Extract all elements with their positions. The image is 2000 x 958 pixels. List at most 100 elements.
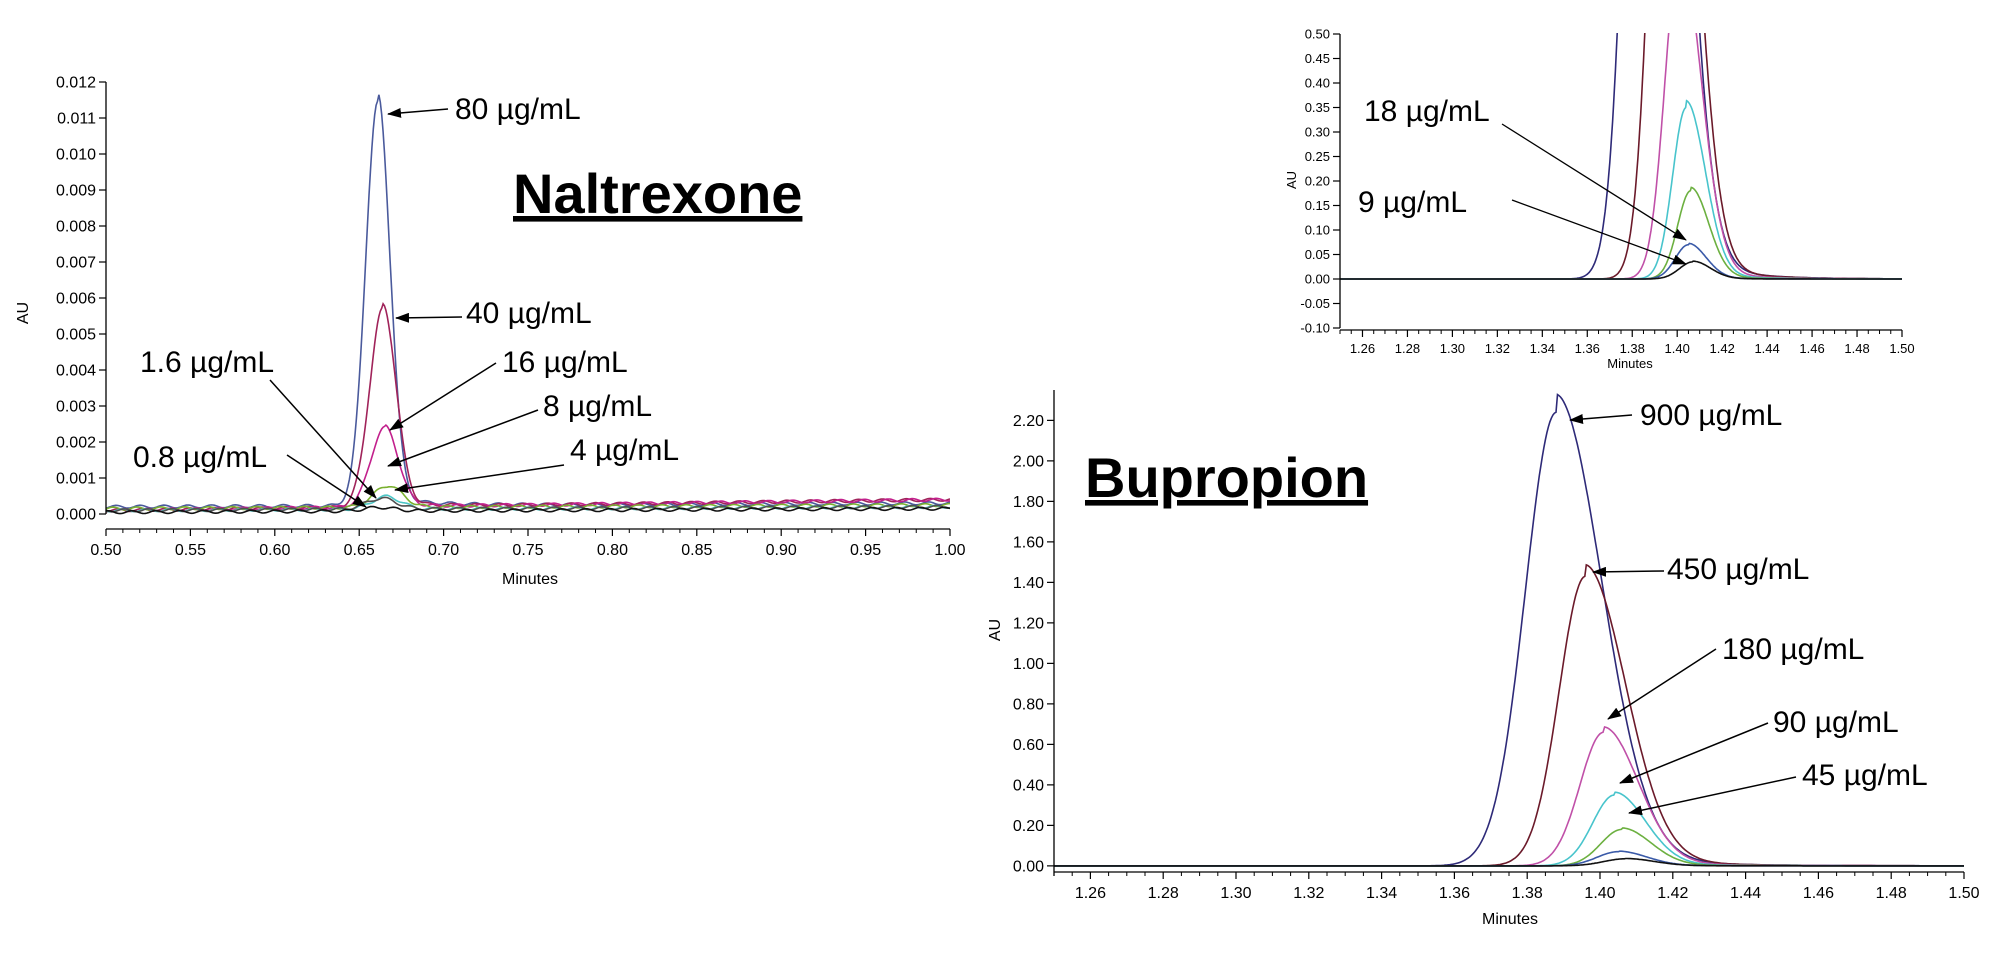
naltrexone-y-tick-label: 0.012 (56, 75, 96, 92)
bupropion-series-45-g-ml (1054, 827, 1964, 867)
naltrexone-series-16-g-ml (106, 424, 950, 513)
bupropion-y-tick-label: 0.20 (1013, 818, 1044, 835)
naltrexone-series-40-g-ml (106, 301, 950, 513)
bupropion-axes: 1.26 1.28 1.30 1.32 1.34 1.36 1.38 1.40 1.42 1.44… (1013, 390, 1980, 902)
annotation-80: 80 µg/mL (455, 93, 581, 126)
naltrexone-y-tick-label: 0.006 (56, 291, 96, 308)
annotation-180-arrow (1607, 648, 1717, 720)
zoom-x-tick-label: 1.46 (1799, 341, 1824, 356)
bupropion-x-tick-label: 1.46 (1803, 885, 1834, 902)
naltrexone-x-tick-label: 0.80 (597, 542, 628, 559)
naltrexone-x-tick-label: 0.55 (175, 542, 206, 559)
naltrexone-x-tick-label: 0.85 (681, 542, 712, 559)
zoom-y-tick-label: 0.40 (1305, 76, 1330, 91)
bupropion-y-tick-label: 1.80 (1013, 494, 1044, 511)
annotation-8-arrow (387, 409, 539, 467)
bupropion-x-tick-label: 1.26 (1075, 885, 1106, 902)
naltrexone-x-tick-label: 0.65 (344, 542, 375, 559)
annotation-45: 45 µg/mL (1802, 759, 1928, 792)
bupropion-y-tick-label: 0.80 (1013, 696, 1044, 713)
zoom-x-tick-label: 1.34 (1530, 341, 1555, 356)
zoom-y-tick-label: 0.00 (1305, 272, 1330, 287)
naltrexone-y-tick-label: 0.004 (56, 363, 96, 380)
naltrexone-y-tick-label: 0.010 (56, 147, 96, 164)
annotation-9: 9 µg/mL (1358, 186, 1467, 219)
bupropion-x-tick-label: 1.32 (1293, 885, 1324, 902)
naltrexone-y-tick-label: 0.002 (56, 435, 96, 452)
naltrexone-series-0-8-g-ml (106, 505, 950, 515)
bupropion-series-90-g-ml (1054, 791, 1964, 867)
zoom-axes: 1.26 1.28 1.30 1.32 1.34 1.36 1.38 1.40 1.42 1.44… (1300, 27, 1914, 356)
bupropion-x-tick-label: 1.40 (1584, 885, 1615, 902)
zoom-series-group (1340, 33, 1902, 280)
zoom-y-tick-label: 0.50 (1305, 27, 1330, 42)
naltrexone-x-tick-label: 0.50 (90, 542, 121, 559)
naltrexone-y-axis-title: AU (15, 302, 32, 324)
annotation-4: 4 µg/mL (570, 434, 679, 467)
bupropion-y-tick-label: 1.20 (1013, 615, 1044, 632)
zoom-series-180-g-ml (1340, 33, 1902, 280)
zoom-x-tick-label: 1.40 (1665, 341, 1690, 356)
annotation-9-arrow (1511, 199, 1687, 265)
zoom-x-tick-label: 1.26 (1350, 341, 1375, 356)
zoom-y-tick-label: 0.25 (1305, 149, 1330, 164)
bupropion-series-9-g-ml (1054, 857, 1964, 867)
bupropion-annotations: 900 µg/mL 450 µg/mL 180 µg/mL 90 µg/mL 4… (1569, 399, 1928, 816)
zoom-series-9-g-ml (1340, 260, 1902, 280)
zoom-y-axis-title: AU (1284, 171, 1299, 189)
naltrexone-annotations: 80 µg/mL 40 µg/mL 16 µg/mL 8 µg/mL 4 µg/… (133, 93, 679, 508)
bupropion-series-group (1054, 393, 1964, 867)
naltrexone-x-tick-label: 0.60 (259, 542, 290, 559)
bupropion-series-180-g-ml (1054, 726, 1964, 867)
bupropion-y-tick-label: 2.00 (1013, 453, 1044, 470)
bupropion-series-18-g-ml (1054, 850, 1964, 867)
annotation-900: 900 µg/mL (1640, 399, 1782, 432)
bupropion-title: Bupropion (1085, 446, 1368, 509)
zoom-x-tick-label: 1.30 (1440, 341, 1465, 356)
zoom-y-tick-label: 0.45 (1305, 51, 1330, 66)
zoom-y-tick-label: 0.30 (1305, 125, 1330, 140)
naltrexone-y-tick-label: 0.008 (56, 219, 96, 236)
bupropion-y-tick-label: 0.00 (1013, 858, 1044, 875)
naltrexone-x-tick-label: 0.95 (850, 542, 881, 559)
zoom-y-tick-label: 0.35 (1305, 100, 1330, 115)
annotation-0-8-arrow (286, 454, 367, 508)
zoom-y-tick-label: -0.05 (1300, 296, 1330, 311)
zoom-y-tick-label: -0.10 (1300, 321, 1330, 336)
zoom-series-450-g-ml (1340, 33, 1902, 280)
annotation-450: 450 µg/mL (1667, 553, 1809, 586)
bupropion-y-axis-title: AU (987, 619, 1004, 641)
annotation-180: 180 µg/mL (1722, 633, 1864, 666)
zoom-y-tick-label: 0.05 (1305, 247, 1330, 262)
naltrexone-x-tick-label: 0.70 (428, 542, 459, 559)
bupropion-x-tick-label: 1.38 (1512, 885, 1543, 902)
annotation-16-arrow (389, 362, 497, 431)
naltrexone-series-1-6-g-ml (106, 496, 950, 513)
zoom-x-tick-label: 1.32 (1485, 341, 1510, 356)
naltrexone-y-tick-label: 0.007 (56, 255, 96, 272)
bupropion-zoom-chart: 1.26 1.28 1.30 1.32 1.34 1.36 1.38 1.40 1.42 1.44… (1284, 27, 1915, 371)
zoom-y-tick-label: 0.10 (1305, 223, 1330, 238)
annotation-900-arrow (1569, 413, 1633, 424)
annotation-40: 40 µg/mL (466, 297, 592, 330)
annotation-18: 18 µg/mL (1364, 95, 1490, 128)
naltrexone-y-tick-label: 0.001 (56, 471, 96, 488)
annotation-40-arrow (395, 312, 463, 323)
naltrexone-chart: 0.50 0.55 0.60 0.65 0.70 0.75 0.80 0.85 0.90 0.95… (15, 75, 966, 588)
zoom-series-900-g-ml (1340, 33, 1902, 280)
annotation-16: 16 µg/mL (502, 346, 628, 379)
naltrexone-y-tick-label: 0.009 (56, 183, 96, 200)
annotation-0-8: 0.8 µg/mL (133, 441, 267, 474)
zoom-x-tick-label: 1.36 (1575, 341, 1600, 356)
bupropion-y-tick-label: 1.60 (1013, 534, 1044, 551)
bupropion-y-tick-label: 2.20 (1013, 413, 1044, 430)
zoom-x-tick-label: 1.28 (1395, 341, 1420, 356)
zoom-series-18-g-ml (1340, 242, 1902, 280)
annotation-1-6: 1.6 µg/mL (140, 346, 274, 379)
zoom-y-tick-label: 0.20 (1305, 174, 1330, 189)
annotation-45-arrow (1628, 776, 1797, 816)
bupropion-x-tick-label: 1.50 (1948, 885, 1979, 902)
bupropion-x-tick-label: 1.42 (1657, 885, 1688, 902)
zoom-x-tick-label: 1.48 (1844, 341, 1869, 356)
